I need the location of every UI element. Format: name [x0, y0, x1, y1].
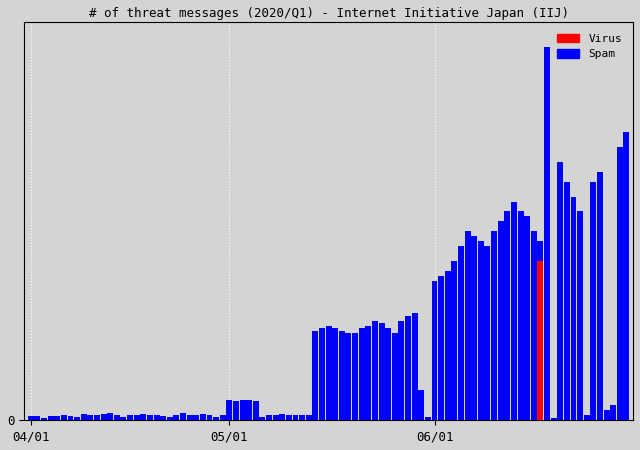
Bar	[491, 231, 497, 420]
Bar	[504, 212, 510, 420]
Bar	[160, 416, 166, 420]
Bar	[399, 321, 404, 420]
Bar	[220, 415, 226, 420]
Bar	[538, 241, 543, 420]
Bar	[286, 415, 292, 420]
Bar	[180, 414, 186, 420]
Bar	[524, 216, 530, 420]
Bar	[173, 415, 179, 420]
Bar	[147, 415, 153, 420]
Bar	[451, 261, 458, 420]
Bar	[577, 212, 583, 420]
Bar	[259, 417, 266, 420]
Bar	[187, 415, 193, 420]
Bar	[478, 241, 484, 420]
Bar	[266, 415, 272, 420]
Bar	[359, 328, 365, 420]
Bar	[227, 400, 232, 420]
Bar	[392, 333, 398, 420]
Bar	[273, 415, 278, 420]
Bar	[239, 400, 246, 420]
Bar	[419, 391, 424, 420]
Bar	[326, 326, 332, 420]
Bar	[154, 415, 159, 420]
Bar	[557, 162, 563, 420]
Bar	[233, 401, 239, 420]
Bar	[564, 182, 570, 420]
Bar	[445, 271, 451, 420]
Bar	[167, 417, 173, 420]
Bar	[372, 321, 378, 420]
Bar	[67, 416, 74, 420]
Bar	[604, 410, 609, 420]
Bar	[28, 416, 34, 420]
Bar	[346, 333, 351, 420]
Bar	[544, 47, 550, 420]
Bar	[47, 416, 54, 420]
Bar	[597, 172, 603, 420]
Bar	[292, 415, 298, 420]
Bar	[100, 414, 107, 420]
Bar	[425, 417, 431, 420]
Bar	[538, 261, 543, 420]
Bar	[253, 401, 259, 420]
Bar	[35, 416, 40, 420]
Bar	[431, 281, 438, 420]
Bar	[193, 415, 199, 420]
Bar	[511, 202, 517, 420]
Bar	[379, 324, 385, 420]
Bar	[365, 326, 371, 420]
Bar	[81, 414, 86, 420]
Bar	[412, 313, 418, 420]
Bar	[458, 246, 464, 420]
Bar	[352, 333, 358, 420]
Title: # of threat messages (2020/Q1) - Internet Initiative Japan (IIJ): # of threat messages (2020/Q1) - Interne…	[88, 7, 568, 20]
Bar	[41, 418, 47, 420]
Bar	[623, 132, 629, 420]
Bar	[550, 418, 557, 420]
Bar	[207, 415, 212, 420]
Bar	[498, 221, 504, 420]
Bar	[570, 197, 577, 420]
Bar	[312, 331, 318, 420]
Bar	[279, 414, 285, 420]
Bar	[127, 415, 133, 420]
Bar	[531, 231, 537, 420]
Bar	[339, 331, 345, 420]
Bar	[74, 417, 80, 420]
Bar	[54, 416, 60, 420]
Bar	[590, 182, 596, 420]
Bar	[299, 415, 305, 420]
Bar	[120, 417, 127, 420]
Bar	[518, 212, 524, 420]
Bar	[471, 236, 477, 420]
Bar	[405, 316, 411, 420]
Bar	[617, 147, 623, 420]
Bar	[140, 414, 147, 420]
Bar	[108, 413, 113, 420]
Bar	[94, 415, 100, 420]
Bar	[61, 415, 67, 420]
Bar	[385, 328, 391, 420]
Bar	[319, 328, 325, 420]
Bar	[114, 415, 120, 420]
Bar	[584, 415, 589, 420]
Bar	[88, 415, 93, 420]
Bar	[610, 405, 616, 420]
Bar	[213, 417, 219, 420]
Bar	[134, 415, 140, 420]
Bar	[484, 246, 490, 420]
Bar	[200, 414, 206, 420]
Bar	[465, 231, 470, 420]
Bar	[246, 400, 252, 420]
Bar	[438, 276, 444, 420]
Bar	[332, 328, 338, 420]
Legend: Virus, Spam: Virus, Spam	[552, 28, 627, 65]
Bar	[306, 415, 312, 420]
